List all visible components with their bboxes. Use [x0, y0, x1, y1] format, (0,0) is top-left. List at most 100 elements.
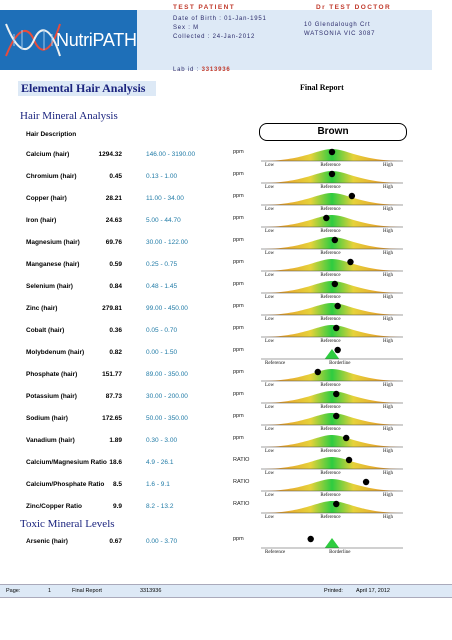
gauge-label-reference: Reference [320, 295, 341, 299]
gauge-label-reference: Reference [320, 471, 341, 475]
result-marker [362, 478, 370, 486]
analyte-name: Phosphate (hair) [26, 371, 78, 378]
result-marker [334, 302, 341, 310]
result-marker [328, 148, 336, 156]
result-row: Zinc (hair) 279.81 99.00 - 450.00 ppm Low Ref… [0, 300, 452, 322]
gauge-label-reference: Reference [265, 361, 286, 365]
result-gauge: Low Reference High [261, 390, 403, 409]
footer-lab-id: 3313936 [140, 588, 162, 594]
report-title: Elemental Hair Analysis [21, 81, 146, 95]
analyte-name: Chromium (hair) [26, 173, 77, 180]
gauge-label-low: Low [265, 383, 275, 387]
analyte-value: 1294.32 [98, 151, 123, 158]
analyte-name: Calcium/Magnesium Ratio [26, 459, 107, 466]
analyte-value: 18.6 [109, 459, 122, 466]
analyte-name: Cobalt (hair) [26, 327, 65, 334]
reference-range: 0.25 - 0.75 [146, 261, 178, 268]
unit-label: ppm [233, 347, 244, 353]
footer-page-number: 1 [48, 588, 52, 594]
unit-label: ppm [233, 391, 244, 397]
reference-range: 99.00 - 450.00 [146, 305, 188, 312]
unit-label: ppm [233, 149, 244, 155]
gauge-label-low: Low [265, 427, 275, 431]
reference-range: 30.00 - 200.00 [146, 393, 188, 400]
analyte-name: Potassium (hair) [26, 393, 77, 400]
analyte-value: 9.9 [112, 503, 122, 510]
gauge-label-high: High [383, 449, 394, 453]
gauge-label-high: High [383, 493, 394, 497]
result-marker [314, 368, 321, 376]
gauge-label-borderline: Borderline [329, 550, 351, 554]
gauge-label-reference: Reference [320, 317, 341, 321]
reference-range: 0.30 - 3.00 [146, 437, 178, 444]
analyte-value: 0.82 [109, 349, 122, 356]
gauge-label-high: High [383, 405, 394, 409]
gauge-label-reference: Reference [320, 185, 341, 189]
hair-description-label: Hair Description [26, 131, 77, 138]
result-marker [333, 390, 340, 398]
gauge-label-low: Low [265, 185, 275, 189]
analyte-name: Zinc/Copper Ratio [26, 503, 82, 510]
gauge-label-low: Low [265, 471, 275, 475]
report-footer: Page: 1 Final Report 3313936 Printed: Ap… [0, 584, 452, 598]
reference-range: 0.13 - 1.00 [146, 173, 178, 180]
result-marker [333, 324, 340, 332]
analyte-name: Arsenic (hair) [26, 538, 68, 545]
result-row: Chromium (hair) 0.45 0.13 - 1.00 ppm Low Refe… [0, 168, 452, 190]
result-gauge: Reference Borderline [261, 346, 403, 365]
gauge-label-high: High [383, 515, 394, 519]
gauge-band [261, 237, 403, 249]
gauge-label-low: Low [265, 295, 275, 299]
hair-colour-badge: Brown [259, 123, 407, 141]
gauge-label-reference: Reference [320, 251, 341, 255]
doctor-name: Dr TEST DOCTOR [316, 4, 392, 11]
reference-range: 5.00 - 44.70 [146, 217, 181, 224]
result-row: Molybdenum (hair) 0.82 0.00 - 1.50 ppm Refer… [0, 344, 452, 366]
unit-label: RATIO [233, 501, 250, 507]
unit-label: ppm [233, 435, 244, 441]
result-row: Calcium/Magnesium Ratio 18.6 4.9 - 26.1 RAT… [0, 454, 452, 476]
analyte-value: 0.67 [109, 538, 122, 545]
address-line-1: 10 Glendalough Crt [304, 22, 371, 28]
analyte-value: 0.59 [109, 261, 122, 268]
unit-label: ppm [233, 413, 244, 419]
gauge-label-high: High [383, 251, 394, 255]
result-gauge: Low Reference High [261, 434, 403, 453]
analyte-name: Molybdenum (hair) [26, 349, 85, 356]
reference-range: 0.00 - 3.70 [146, 538, 178, 545]
result-row: Copper (hair) 28.21 11.00 - 34.00 ppm Low Ref… [0, 190, 452, 212]
result-marker [348, 192, 356, 200]
result-row: Vanadium (hair) 1.89 0.30 - 3.00 ppm Low Refe… [0, 432, 452, 454]
unit-label: ppm [233, 369, 244, 375]
analyte-name: Calcium/Phosphate Ratio [26, 481, 105, 488]
gauge-label-high: High [383, 229, 394, 233]
gauge-band [261, 435, 403, 447]
result-marker [345, 456, 353, 464]
result-gauge: Reference Borderline [261, 535, 403, 554]
result-row: Selenium (hair) 0.84 0.48 - 1.45 ppm Low Refe… [0, 278, 452, 300]
gauge-band [261, 259, 403, 271]
result-row: Calcium/Phosphate Ratio 8.5 1.6 - 9.1 RATIO… [0, 476, 452, 498]
gauge-band [261, 538, 403, 548]
result-gauge: Low Reference High [261, 368, 403, 387]
unit-label: ppm [233, 303, 244, 309]
unit-label: ppm [233, 325, 244, 331]
hair-colour: Brown [317, 126, 349, 137]
collected-date: Collected : 24-Jan-2012 [173, 34, 256, 40]
result-row: Iron (hair) 24.63 5.00 - 44.70 ppm Low Refere… [0, 212, 452, 234]
result-row: Potassium (hair) 87.73 30.00 - 200.00 ppm Lo… [0, 388, 452, 410]
section-toxic-minerals: Toxic Mineral Levels [20, 518, 115, 530]
analyte-value: 279.81 [102, 305, 122, 312]
reference-range: 0.48 - 1.45 [146, 283, 178, 290]
gauge-label-low: Low [265, 273, 275, 277]
analyte-value: 87.73 [105, 393, 122, 400]
result-gauge: Low Reference High [261, 456, 403, 475]
reference-range: 0.00 - 1.50 [146, 349, 178, 356]
result-row: Phosphate (hair) 151.77 89.00 - 350.00 ppm L… [0, 366, 452, 388]
gauge-label-reference: Reference [320, 515, 341, 519]
gauge-label-reference: Reference [320, 427, 341, 431]
unit-label: ppm [233, 281, 244, 287]
unit-label: ppm [233, 259, 244, 265]
reference-range: 89.00 - 350.00 [146, 371, 188, 378]
nutripath-logo: NutriPATH [0, 10, 137, 70]
